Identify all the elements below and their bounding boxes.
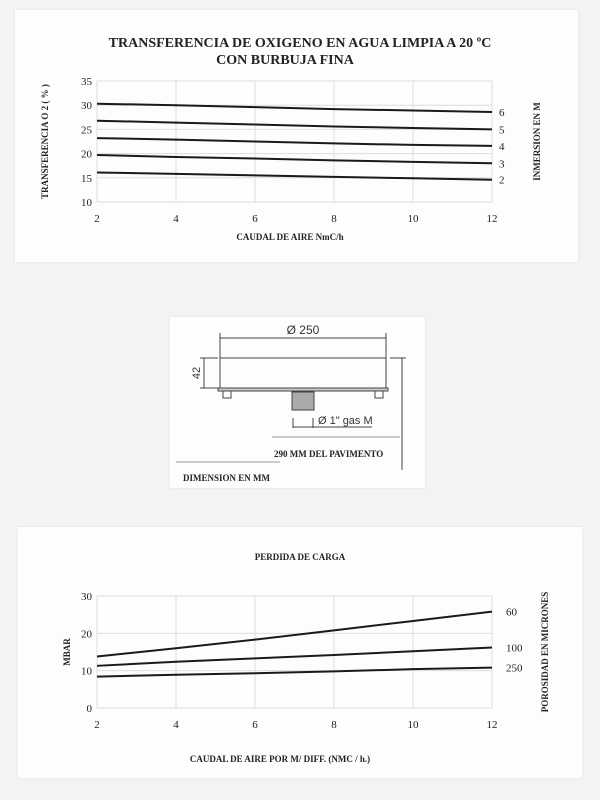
chart-panel-oxygen <box>15 10 578 262</box>
bolt-right <box>374 390 384 399</box>
diameter-label: Ø 250 <box>287 323 320 337</box>
y-axis-label: MBAR <box>62 638 72 666</box>
series-label: 2 <box>499 175 505 187</box>
y-tick-label: 15 <box>81 173 93 185</box>
y-tick-label: 20 <box>81 149 93 161</box>
x-tick-label: 8 <box>331 719 337 731</box>
chart-title: PERDIDA DE CARGA <box>255 552 346 562</box>
series-line-3 <box>96 154 493 165</box>
chart-panel-pressure <box>18 527 582 778</box>
dimension-units-label: DIMENSION EN MM <box>183 473 271 483</box>
chart-title: TRANSFERENCIA DE OXIGENO EN AGUA LIMPIA … <box>109 36 492 51</box>
right-axis-label: POROSIDAD EN MICRONES <box>540 592 550 713</box>
x-tick-label: 10 <box>408 213 420 225</box>
x-tick-label: 4 <box>173 719 179 731</box>
y-tick-label: 30 <box>81 100 93 112</box>
x-tick-label: 6 <box>252 213 258 225</box>
x-tick-label: 10 <box>408 719 420 731</box>
height-label: 42 <box>191 367 203 379</box>
diffuser-base <box>217 387 389 392</box>
x-tick-label: 2 <box>94 213 100 225</box>
series-line-250 <box>96 666 493 678</box>
x-axis-label: CAUDAL DE AIRE POR M/ DIFF. (NMC / h.) <box>190 754 370 764</box>
series-line-100 <box>96 646 493 667</box>
chart-subtitle: CON BURBUJA FINA <box>216 53 355 68</box>
chart-oxygen-transfer: 2 4 6 8 10 12 10 15 20 25 30 35 6 5 4 3 2 TRANSFERENCIA D… <box>40 36 542 242</box>
series-label: 4 <box>499 141 505 153</box>
series-line-2 <box>96 171 493 181</box>
x-tick-label: 8 <box>331 213 337 225</box>
series-line-60 <box>96 610 493 658</box>
diffuser-diagram <box>176 333 406 470</box>
bolt-left <box>222 390 232 399</box>
chart-pressure-loss: 2 4 6 8 10 12 0 10 20 30 60 100 250 PERDIDA DE CARGA C… <box>62 552 550 764</box>
series-label: 250 <box>506 663 523 675</box>
x-tick-label: 12 <box>487 719 498 731</box>
series-line-5 <box>96 119 493 131</box>
y-tick-label: 25 <box>81 124 93 136</box>
x-tick-label: 2 <box>94 719 100 731</box>
series-label: 5 <box>499 124 505 136</box>
series-label: 3 <box>499 158 505 170</box>
x-tick-label: 12 <box>487 213 498 225</box>
y-tick-label: 0 <box>87 703 93 715</box>
series-label: 100 <box>506 643 523 655</box>
floor-distance-label: 290 MM DEL PAVIMENTO <box>274 449 383 459</box>
right-axis-label: INMERSION EN M <box>532 102 542 181</box>
series-line-4 <box>96 137 493 147</box>
series-label: 6 <box>499 107 505 119</box>
y-axis-label: TRANSFERENCIA O 2 ( % ) <box>40 84 50 199</box>
y-tick-label: 35 <box>81 76 93 88</box>
thread-connector <box>291 391 315 411</box>
y-tick-label: 20 <box>81 628 93 640</box>
thread-label: Ø 1" gas M <box>318 415 373 427</box>
x-tick-label: 6 <box>252 719 258 731</box>
x-axis-label: CAUDAL DE AIRE NmC/h <box>236 232 343 242</box>
diffuser-body <box>219 357 387 389</box>
series-line-6 <box>96 102 493 113</box>
y-tick-label: 30 <box>81 591 93 603</box>
series-label: 60 <box>506 607 518 619</box>
y-tick-label: 10 <box>81 666 93 678</box>
x-tick-label: 4 <box>173 213 179 225</box>
y-tick-label: 10 <box>81 197 93 209</box>
